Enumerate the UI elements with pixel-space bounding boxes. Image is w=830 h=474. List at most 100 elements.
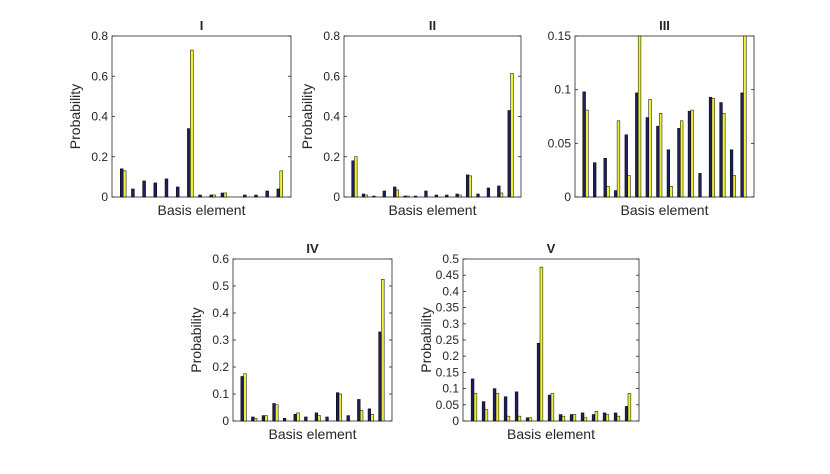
bar-s1-15 bbox=[497, 185, 501, 198]
y-tick-label: 0.4 bbox=[91, 110, 108, 124]
bar-s2-10 bbox=[223, 192, 228, 198]
y-tick-label: 0.2 bbox=[323, 150, 340, 164]
bar-s1-2 bbox=[361, 193, 366, 198]
bar-s1-3 bbox=[372, 195, 376, 198]
bar-s1-5 bbox=[282, 418, 287, 422]
chart-panel-1: 0 0.2 0.4 0.6 0.8 I Basis element Probability bbox=[67, 18, 292, 218]
bar-s1-8 bbox=[656, 125, 660, 198]
bar-s2-6 bbox=[528, 417, 533, 422]
bar-s1-7 bbox=[413, 195, 418, 198]
bar-s1-11 bbox=[455, 193, 459, 198]
bar-s1-7 bbox=[187, 128, 191, 198]
bar-s2-10 bbox=[680, 120, 684, 198]
bar-s1-8 bbox=[547, 394, 552, 422]
y-tick-label: 0.25 bbox=[436, 333, 460, 347]
bar-s1-9 bbox=[558, 414, 563, 422]
bar-s1-6 bbox=[525, 417, 530, 422]
bar-s1-16 bbox=[740, 92, 744, 198]
chart-title: III bbox=[659, 18, 670, 33]
bar-s2-11 bbox=[690, 109, 694, 198]
bar-s1-10 bbox=[569, 414, 574, 422]
bar-s2-13 bbox=[605, 414, 610, 422]
y-tick-label: 0.5 bbox=[212, 279, 229, 293]
bar-s2-7 bbox=[190, 49, 194, 198]
y-tick-label: 0 bbox=[333, 190, 340, 204]
y-tick-label: 0 bbox=[222, 414, 229, 428]
bar-s2-3 bbox=[606, 186, 610, 198]
y-tick-label: 0 bbox=[452, 414, 459, 428]
axes-box bbox=[111, 35, 292, 198]
bar-s1-1 bbox=[120, 168, 124, 198]
y-tick-label: 0.15 bbox=[548, 29, 572, 43]
bar-s1-10 bbox=[335, 392, 340, 422]
bar-s2-12 bbox=[468, 175, 472, 198]
chart-panel-2: 0 0.2 0.4 0.6 0.8 II Basis element Probability bbox=[299, 18, 522, 218]
bar-s1-4 bbox=[382, 190, 386, 198]
bar-s2-6 bbox=[296, 412, 300, 422]
y-tick-label: 0.8 bbox=[323, 29, 340, 43]
bar-s2-12 bbox=[359, 409, 364, 422]
bar-s1-14 bbox=[613, 412, 618, 422]
y-axis-label: Probability bbox=[188, 307, 204, 372]
bar-s1-5 bbox=[393, 186, 397, 198]
chart-panel-3: 0 0.05 0.1 0.15 III Basis element bbox=[548, 18, 755, 218]
bar-s1-8 bbox=[314, 412, 319, 422]
bar-s1-15 bbox=[729, 149, 734, 198]
bar-s2-15 bbox=[499, 192, 504, 198]
bar-s1-5 bbox=[624, 134, 628, 198]
bar-s1-6 bbox=[403, 195, 407, 198]
bar-s2-1 bbox=[585, 109, 589, 198]
y-axis-label: Probability bbox=[299, 84, 315, 149]
bar-s2-6 bbox=[406, 195, 410, 198]
bar-s2-1 bbox=[354, 156, 358, 198]
bar-s2-3 bbox=[495, 393, 500, 422]
y-tick-label: 0.1 bbox=[554, 83, 571, 97]
bar-s1-7 bbox=[536, 342, 541, 422]
bar-s2-15 bbox=[732, 175, 736, 198]
y-tick-label: 0.2 bbox=[442, 349, 459, 363]
y-tick-label: 0 bbox=[564, 190, 571, 204]
bar-s1-14 bbox=[265, 190, 269, 198]
bar-s1-10 bbox=[445, 194, 449, 198]
bar-s1-3 bbox=[261, 415, 266, 422]
axes-box bbox=[343, 35, 522, 198]
bar-s1-13 bbox=[254, 194, 258, 198]
y-tick-label: 0.3 bbox=[442, 317, 459, 331]
bar-s1-9 bbox=[325, 416, 329, 422]
bar-s2-12 bbox=[594, 411, 599, 422]
bar-s1-12 bbox=[591, 414, 596, 422]
bar-s2-1 bbox=[122, 170, 127, 198]
chart-title: V bbox=[547, 241, 556, 256]
bar-s2-1 bbox=[473, 393, 478, 422]
bar-s2-16 bbox=[510, 72, 514, 198]
bar-s2-7 bbox=[539, 266, 544, 422]
bar-s2-14 bbox=[722, 113, 726, 198]
bar-s1-13 bbox=[367, 408, 372, 422]
y-tick-label: 0.6 bbox=[323, 69, 340, 83]
chart-title: II bbox=[429, 18, 436, 33]
bar-s1-7 bbox=[304, 416, 308, 422]
bar-s2-5 bbox=[517, 415, 522, 422]
bar-s1-14 bbox=[486, 187, 491, 198]
bar-s1-14 bbox=[378, 331, 382, 422]
bar-s1-15 bbox=[624, 406, 629, 422]
bar-s1-13 bbox=[602, 412, 607, 422]
y-tick-label: 0 bbox=[101, 190, 108, 204]
bar-s2-5 bbox=[395, 189, 400, 198]
y-tick-label: 0.05 bbox=[548, 136, 572, 150]
bar-s1-9 bbox=[434, 194, 438, 198]
bar-s2-7 bbox=[648, 99, 652, 198]
x-axis-label: Basis element bbox=[621, 202, 709, 218]
y-tick-label: 0.15 bbox=[436, 365, 460, 379]
bar-s2-9 bbox=[669, 186, 673, 198]
x-axis-label: Basis element bbox=[507, 426, 595, 442]
x-axis-label: Basis element bbox=[269, 426, 357, 442]
bar-s1-12 bbox=[243, 194, 247, 198]
bar-s1-12 bbox=[465, 174, 470, 198]
bar-s2-2 bbox=[364, 194, 368, 198]
bar-s1-1 bbox=[351, 160, 355, 198]
bar-s1-8 bbox=[424, 190, 428, 198]
bar-s1-8 bbox=[198, 194, 202, 198]
bar-s1-12 bbox=[698, 173, 702, 198]
